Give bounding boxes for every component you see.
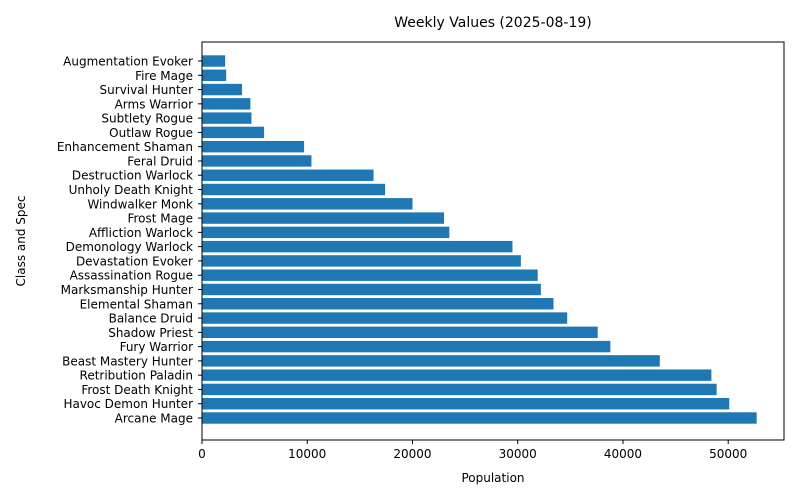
bar: [202, 112, 252, 124]
bar: [202, 326, 598, 339]
bar: [202, 412, 757, 424]
bar: [202, 226, 450, 239]
bar: [202, 69, 227, 81]
y-tick-label: Elemental Shaman: [80, 297, 193, 311]
bars-layer: [202, 55, 757, 424]
x-tick-label: 50000: [709, 447, 747, 461]
y-tick-label: Survival Hunter: [100, 83, 194, 97]
x-tick-label: 20000: [393, 447, 431, 461]
bar: [202, 255, 521, 267]
y-tick-label: Demonology Warlock: [66, 240, 193, 254]
y-tick-label: Havoc Demon Hunter: [63, 397, 193, 411]
y-tick-label: Frost Death Knight: [81, 383, 193, 397]
y-tick-label: Balance Druid: [109, 312, 193, 326]
y-tick-label: Arcane Mage: [115, 412, 193, 426]
bar: [202, 269, 538, 281]
bar: [202, 340, 611, 353]
bar: [202, 298, 554, 310]
y-tick-label: Retribution Paladin: [80, 369, 193, 383]
x-tick-label: 40000: [604, 447, 642, 461]
bar: [202, 169, 374, 181]
bar: [202, 140, 305, 153]
bar: [202, 283, 541, 296]
plot-frame: [201, 41, 785, 441]
bar: [202, 83, 242, 96]
y-tick-label: Augmentation Evoker: [63, 55, 193, 69]
y-tick-label: Beast Mastery Hunter: [62, 354, 193, 368]
y-tick-label: Enhancement Shaman: [57, 140, 193, 154]
y-tick-label: Feral Druid: [127, 154, 193, 168]
x-tick-label: 0: [198, 447, 206, 461]
y-tick-label: Marksmanship Hunter: [61, 283, 193, 297]
y-tick-label: Frost Mage: [127, 212, 193, 226]
y-tick-label: Devastation Evoker: [76, 254, 193, 268]
bar: [202, 240, 513, 253]
bar: [202, 369, 712, 381]
bar: [202, 198, 413, 210]
y-tick-label: Fury Warrior: [120, 340, 193, 354]
y-tick-label: Affliction Warlock: [89, 226, 193, 240]
bar: [202, 55, 226, 67]
x-tick-label: 30000: [499, 447, 537, 461]
bar: [202, 126, 265, 139]
y-tick-label: Outlaw Rogue: [109, 126, 193, 140]
y-tick-label: Windwalker Monk: [87, 197, 193, 211]
y-tick-label: Arms Warrior: [115, 97, 193, 111]
bar: [202, 212, 445, 224]
y-axis-label: Class and Spec: [14, 196, 28, 287]
y-tick-label: Fire Mage: [135, 69, 193, 83]
x-tick-label: 10000: [288, 447, 326, 461]
y-tick-label: Destruction Warlock: [72, 169, 193, 183]
bar: [202, 383, 717, 396]
y-tick-label: Assassination Rogue: [70, 269, 193, 283]
y-tick-label: Subtlety Rogue: [101, 112, 193, 126]
x-axis-ticks: 0 10000 20000 30000 40000 50000: [198, 440, 747, 461]
bar: [202, 355, 660, 367]
y-tick-label: Unholy Death Knight: [69, 183, 194, 197]
bar: [202, 98, 251, 110]
bar: [202, 155, 312, 167]
x-axis-label: Population: [461, 471, 524, 485]
bar: [202, 312, 568, 324]
y-tick-label: Shadow Priest: [108, 326, 193, 340]
bar: [202, 183, 386, 196]
chart-title: Weekly Values (2025-08-19): [394, 15, 591, 31]
bar: [202, 398, 730, 410]
